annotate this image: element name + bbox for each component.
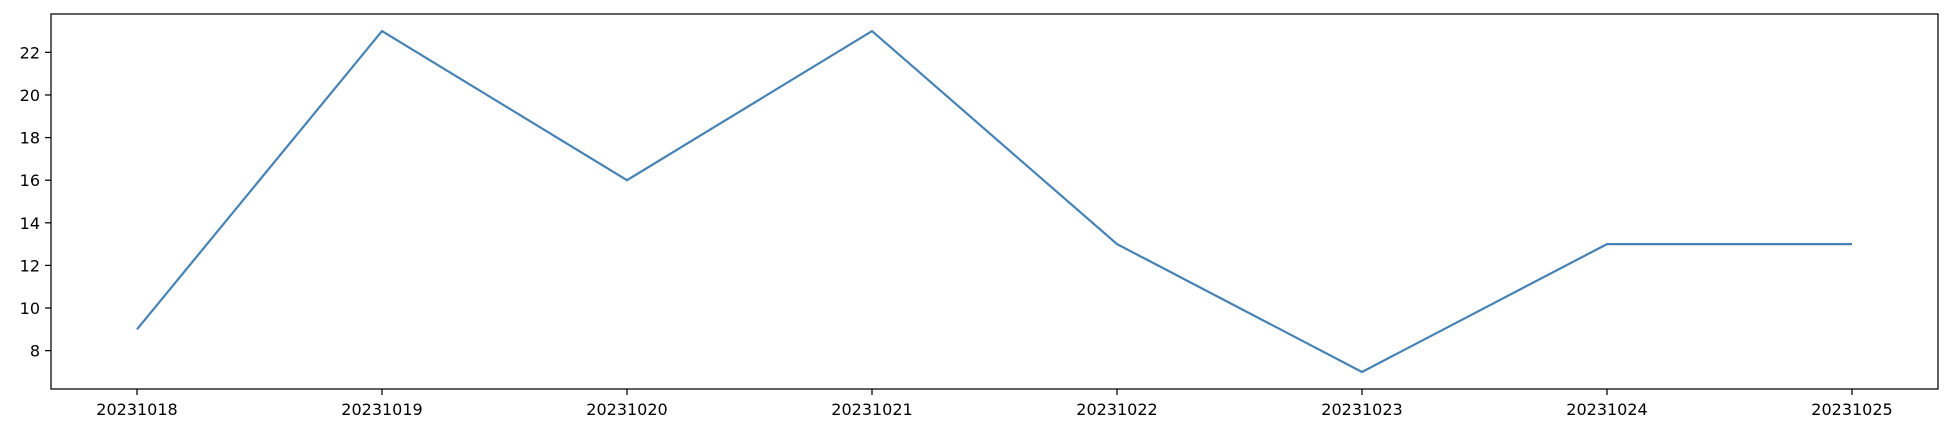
x-tick-label: 20231024 [1566, 400, 1647, 419]
x-tick-label: 20231023 [1321, 400, 1402, 419]
x-tick-label: 20231020 [586, 400, 667, 419]
series-line [136, 29, 1852, 374]
plot-frame [50, 13, 1939, 390]
x-tick-label: 20231019 [341, 400, 422, 419]
y-tick-label: 22 [20, 43, 40, 62]
x-tick-label: 20231022 [1076, 400, 1157, 419]
y-tick-label: 10 [20, 299, 40, 318]
y-tick-label: 8 [30, 342, 40, 361]
y-tick-label: 20 [20, 86, 40, 105]
x-tick-label: 20231021 [831, 400, 912, 419]
y-tick-label: 14 [20, 214, 40, 233]
x-tick-label: 20231025 [1811, 400, 1892, 419]
x-axis: 20231018 20231019 20231020 20231021 20231022… [96, 389, 1893, 419]
y-tick-label: 16 [20, 171, 40, 190]
series-layer [136, 29, 1852, 374]
y-tick-label: 18 [20, 129, 40, 148]
y-axis: 8 10 12 14 16 18 20 22 [20, 43, 51, 361]
x-tick-label: 20231018 [96, 400, 177, 419]
y-tick-label: 12 [20, 256, 40, 275]
